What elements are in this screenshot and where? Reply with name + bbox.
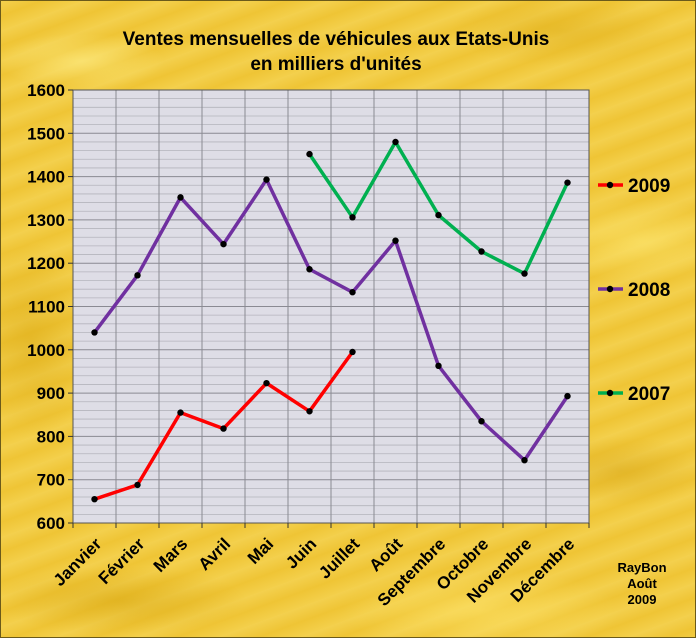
y-tick-label: 900 [37,384,65,403]
legend-2008-marker [606,285,614,293]
series-2009-point [91,495,98,503]
credit-month: Août [627,576,657,591]
legend-2008-label: 2008 [628,280,670,301]
x-tick-label: Avril [195,534,235,574]
series-2008-point [263,176,270,183]
plot-area: 600 700 800 900 1000 1100 1200 1300 1400 1500 1600… [27,81,590,610]
chart-subtitle: en milliers d'unités [250,54,421,75]
series-2008-point [177,194,184,201]
y-tick-label: 1000 [27,341,65,360]
series-2007-point [521,270,528,277]
series-2009-point [134,481,141,489]
series-2008-point [220,240,227,248]
legend-2009-label: 2009 [628,176,670,197]
legend-2009-marker [606,181,614,189]
y-tick-label: 1600 [27,81,65,100]
legend-2007-label: 2007 [628,384,670,405]
series-2008-point [134,272,141,279]
chart-title: Ventes mensuelles de véhicules aux Etats… [123,29,550,50]
series-2007-point [306,150,313,158]
y-tick-label: 1500 [27,124,65,143]
x-tick-label: Février [95,534,149,588]
series-2007-point [435,211,442,219]
series-2009-point [349,348,356,356]
y-tick-label: 700 [37,471,65,490]
x-tick-label: Juin [282,534,320,572]
series-2008-point [564,392,571,400]
series-2007-point [349,214,356,221]
x-tick-label: Juillet [315,534,363,582]
credit: RayBon Août 2009 [617,560,666,607]
series-2009-point [220,425,227,432]
legend: 2009 2008 2007 [598,176,670,405]
legend-2007-marker [606,389,614,397]
series-2009-point [263,379,270,387]
series-2007-point [564,179,571,186]
series-2007-point [478,248,485,255]
y-tick-label: 1200 [27,254,65,273]
y-tick-label: 600 [37,514,65,533]
series-2008-point [91,329,98,336]
y-tick-label: 1300 [27,211,65,230]
series-2008-point [478,418,485,425]
series-2008-point [306,266,313,273]
y-tick-label: 1100 [28,298,65,317]
credit-year: 2009 [628,592,657,607]
series-2008-line [92,177,570,462]
series-2008-point [435,362,442,370]
series-2008-point [392,237,399,244]
series-2009-point [306,408,313,415]
y-tick-label: 1400 [27,168,65,187]
series-2008-point [349,289,356,296]
x-tick-label: Mai [244,534,277,567]
x-tick-label: Mars [150,534,191,575]
series-2008-point [521,457,528,464]
x-tick-label: Janvier [50,534,106,590]
series-2009-point [177,409,184,416]
series-2007-point [392,138,399,146]
y-tick-label: 800 [37,427,65,446]
credit-author: RayBon [617,560,666,575]
